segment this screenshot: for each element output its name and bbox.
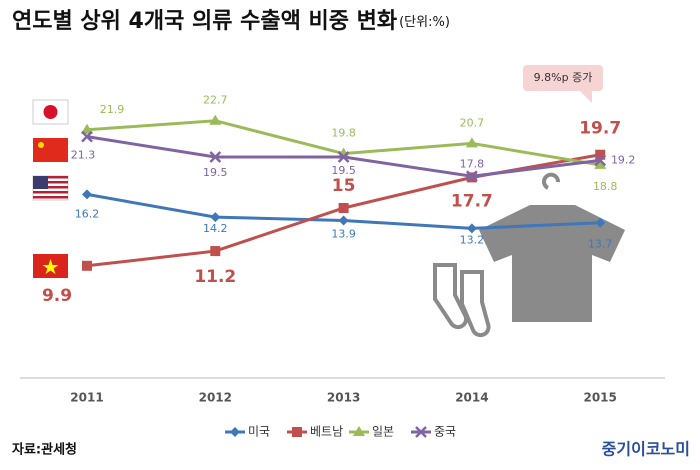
annotation-text: 9.8%p 증가: [534, 71, 593, 84]
series: 21.9 22.7 19.8 20.7 18.8: [81, 94, 617, 193]
marker: [594, 158, 607, 169]
x-tick-label: 2014: [455, 391, 488, 405]
data-label: 20.7: [460, 116, 485, 129]
data-label: 11.2: [194, 267, 236, 287]
marker: [230, 427, 240, 437]
data-label: 17.8: [460, 157, 485, 170]
brand: 중기이코노미: [602, 440, 690, 459]
marker: [81, 123, 93, 134]
marker: [81, 130, 93, 143]
marker: [595, 149, 606, 160]
data-label: 19.8: [331, 127, 356, 140]
marker: [210, 212, 221, 223]
data-label: 9.9: [42, 286, 72, 306]
annotation: 9.8%p 증가: [523, 65, 603, 103]
marker: [337, 151, 350, 163]
data-label: 15: [332, 176, 356, 196]
marker: [82, 189, 92, 200]
marker: [292, 427, 302, 437]
data-label: 17.7: [451, 191, 493, 211]
legend-label: 미국: [248, 425, 270, 439]
data-label: 21.9: [100, 103, 125, 116]
series: 16.2 14.2 13.9 13.2 13.7: [75, 189, 613, 251]
data-label: 18.8: [593, 180, 618, 193]
legend-item: 중국: [411, 425, 456, 439]
marker: [465, 137, 478, 148]
x-tick-label: 2015: [583, 391, 616, 405]
flag-vietnam: [33, 254, 68, 278]
marker: [209, 151, 222, 163]
marker: [210, 246, 221, 257]
source: 자료:관세청: [12, 442, 77, 458]
legend-item: 일본: [349, 425, 394, 439]
data-label: 22.7: [203, 94, 228, 107]
data-label: 19.5: [331, 164, 356, 177]
data-label: 13.2: [460, 233, 485, 246]
x-tick-label: 2013: [327, 391, 360, 405]
marker: [338, 215, 349, 226]
data-label: 14.2: [203, 222, 228, 235]
data-label: 19.2: [611, 153, 636, 166]
flag-japan: [32, 99, 69, 125]
x-tick-label: 2012: [199, 391, 232, 405]
legend-label: 중국: [434, 425, 456, 439]
flag-usa: [32, 175, 69, 201]
data-label: 19.7: [579, 119, 621, 139]
data-label: 21.3: [71, 149, 96, 162]
chart-title: 연도별 상위 4개국 의류 수출액 비중 변화 (단위:%): [12, 9, 450, 34]
legend-label: 베트남: [310, 425, 343, 439]
legend-item: 베트남: [287, 425, 343, 439]
legend-label: 일본: [372, 425, 394, 439]
marker: [82, 260, 92, 271]
data-label: 19.5: [203, 166, 228, 179]
marker: [595, 217, 606, 228]
title: 연도별 상위 4개국 의류 수출액 비중 변화: [12, 9, 397, 34]
marker: [466, 170, 478, 183]
x-tick-label: 2011: [70, 391, 103, 405]
marker: [415, 426, 427, 438]
clothing-icon: [433, 172, 625, 338]
marker: [353, 426, 365, 436]
data-label: 13.9: [331, 227, 356, 240]
marker: [594, 154, 607, 167]
marker: [466, 223, 477, 234]
data-label: 16.2: [75, 207, 100, 220]
marker: [338, 203, 349, 213]
subtitle: (단위:%): [399, 15, 450, 30]
marker: [209, 114, 222, 125]
flag-china: [33, 138, 68, 162]
legend-item: 미국: [225, 425, 270, 439]
data-label: 13.7: [588, 238, 613, 251]
series: 21.3 19.5 19.5 17.8 19.2: [71, 130, 636, 183]
